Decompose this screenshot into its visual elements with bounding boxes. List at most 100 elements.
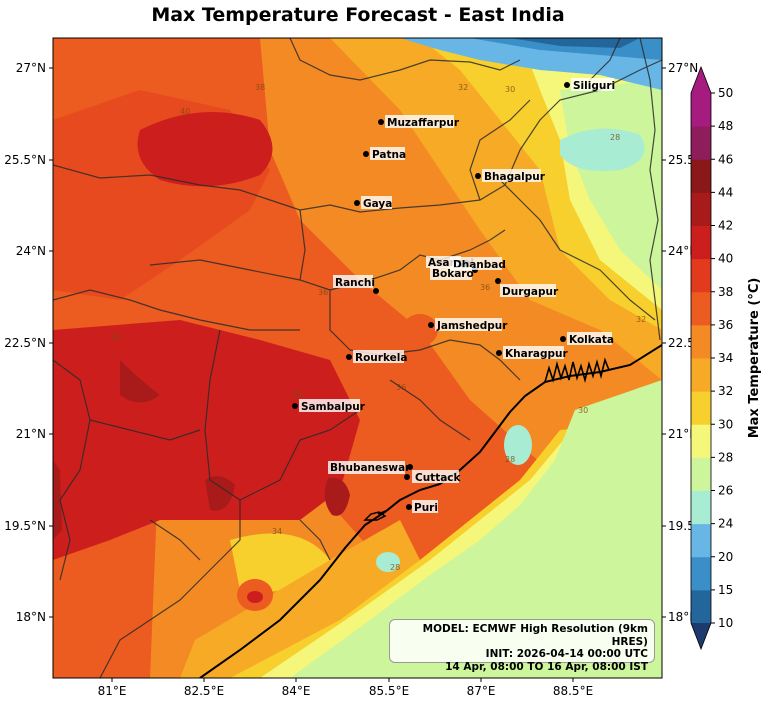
svg-text:28: 28	[610, 133, 620, 142]
colorbar-tick-label: 10	[718, 616, 733, 630]
x-tick-label: 88.5°E	[553, 684, 593, 698]
temperature-field: 38 40 32 30 28 36 36 36 30 28 34 28 38 4…	[53, 38, 662, 678]
y-tick-label: 22.5°N	[4, 336, 46, 350]
colorbar-tick-label: 30	[718, 417, 733, 431]
y-tick-label: 22.5	[668, 336, 695, 350]
svg-text:28: 28	[505, 455, 515, 464]
svg-text:28: 28	[390, 563, 400, 572]
colorbar-segment	[691, 258, 711, 293]
colorbar-tick-label: 20	[718, 550, 733, 564]
colorbar-tick-label: 46	[718, 152, 733, 166]
city-label: Patna	[372, 149, 406, 161]
y-tick-label: 19.5	[668, 519, 695, 533]
city-kolkata: Kolkata	[560, 332, 614, 346]
colorbar-tick-label: 44	[718, 185, 733, 199]
y-axis-labels-left: 27°N 25.5°N 24°N 22.5°N 21°N 19.5°N 18°N	[4, 61, 46, 624]
city-jamshedpur: Jamshedpur	[428, 318, 508, 332]
city-label: Puri	[414, 502, 438, 514]
colorbar-segment	[691, 225, 711, 260]
colorbar-title: Max Temperature (°C)	[747, 278, 762, 439]
svg-text:30: 30	[505, 85, 515, 94]
y-tick-label: 25.5	[668, 153, 695, 167]
svg-text:36: 36	[480, 283, 490, 292]
init-info-line: INIT: 2026-04-14 00:00 UTC	[485, 648, 648, 660]
colorbar: 10 15 20 24 26 28 30 32 34 36 38 40 42 44 46 48 50	[690, 65, 733, 651]
model-info-box: MODEL: ECMWF High Resolution (9km HRES) …	[389, 619, 655, 673]
city-label: Durgapur	[502, 286, 559, 298]
city-bhubaneswar: Bhubaneswar	[328, 461, 413, 474]
city-muzaffarpur: Muzaffarpur	[378, 115, 460, 129]
city-gaya: Gaya	[354, 196, 392, 210]
colorbar-tick-label: 42	[718, 219, 733, 233]
colorbar-tick-label: 40	[718, 252, 733, 266]
city-label: Rourkela	[355, 352, 407, 364]
svg-text:40: 40	[292, 390, 302, 399]
city-puri: Puri	[406, 500, 438, 514]
city-label: Bhubaneswar	[330, 462, 411, 474]
svg-text:30: 30	[578, 406, 588, 415]
city-label: Jamshedpur	[436, 320, 508, 332]
city-label: Muzaffarpur	[387, 117, 460, 129]
x-tick-label: 85.5°E	[369, 684, 409, 698]
colorbar-segment	[691, 159, 711, 193]
city-kharagpur: Kharagpur	[496, 346, 568, 360]
city-label: Cuttack	[415, 472, 462, 484]
svg-text:36: 36	[318, 288, 328, 297]
city-label: Kharagpur	[505, 348, 568, 360]
svg-text:32: 32	[458, 83, 468, 92]
city-rourkela: Rourkela	[346, 350, 407, 364]
colorbar-tick-label: 24	[718, 517, 733, 531]
colorbar-segment	[691, 523, 711, 558]
colorbar-segment	[691, 324, 711, 359]
x-tick-label: 84°E	[282, 684, 311, 698]
colorbar-segment	[691, 556, 711, 591]
map-title: Max Temperature Forecast - East India	[151, 4, 565, 26]
colorbar-tick-label: 48	[718, 119, 733, 133]
city-markers: Siliguri Muzaffarpur Patna Bhagalpur Gay…	[292, 78, 615, 514]
city-label: Sambalpur	[301, 401, 366, 413]
y-tick-label: 27°N	[16, 61, 46, 75]
colorbar-segment	[691, 457, 711, 491]
city-ranchi: Ranchi	[333, 275, 379, 294]
colorbar-segment	[691, 192, 711, 226]
svg-text:32: 32	[636, 315, 646, 324]
city-label: Gaya	[363, 198, 392, 210]
city-label: Siliguri	[573, 80, 615, 92]
colorbar-tick-label: 50	[718, 86, 733, 100]
period-info-line: 14 Apr, 08:00 TO 16 Apr, 08:00 IST	[445, 660, 648, 673]
city-siliguri: Siliguri	[564, 78, 615, 92]
city-sambalpur: Sambalpur	[292, 399, 366, 413]
y-tick-label: 24°N	[16, 244, 46, 258]
city-label: Kolkata	[569, 334, 614, 346]
colorbar-tick-label: 15	[718, 583, 733, 597]
tick-marks	[49, 67, 666, 682]
colorbar-segment	[691, 490, 711, 525]
colorbar-tick-label: 26	[718, 484, 733, 498]
colorbar-tick-label: 28	[718, 450, 733, 464]
colorbar-segment	[691, 424, 711, 458]
svg-text:38: 38	[255, 83, 265, 92]
x-tick-label: 82.5°E	[184, 684, 224, 698]
colorbar-tick-label: 32	[718, 384, 733, 398]
colorbar-segment	[691, 358, 711, 392]
city-bhagalpur: Bhagalpur	[475, 169, 546, 183]
colorbar-min-extension	[691, 623, 711, 649]
map-frame	[52, 37, 663, 679]
y-tick-label: 18°N	[16, 610, 46, 624]
y-tick-label: 27°N	[668, 61, 698, 75]
state-boundaries	[53, 38, 662, 678]
city-label: Bokaro	[432, 268, 474, 280]
colorbar-tick-label: 36	[718, 318, 733, 332]
svg-text:34: 34	[272, 527, 282, 536]
y-tick-label: 25.5°N	[4, 153, 46, 167]
x-tick-label: 87°E	[467, 684, 496, 698]
x-axis-labels: 81°E 82.5°E 84°E 85.5°E 87°E 88.5°E	[98, 684, 594, 698]
y-tick-label: 19.5°N	[4, 519, 46, 533]
x-tick-label: 81°E	[98, 684, 127, 698]
colorbar-max-extension	[691, 67, 711, 93]
colorbar-segment	[691, 93, 711, 127]
colorbar-segment	[691, 291, 711, 326]
colorbar-segment	[691, 391, 711, 425]
city-durgapur: Durgapur	[495, 278, 559, 298]
